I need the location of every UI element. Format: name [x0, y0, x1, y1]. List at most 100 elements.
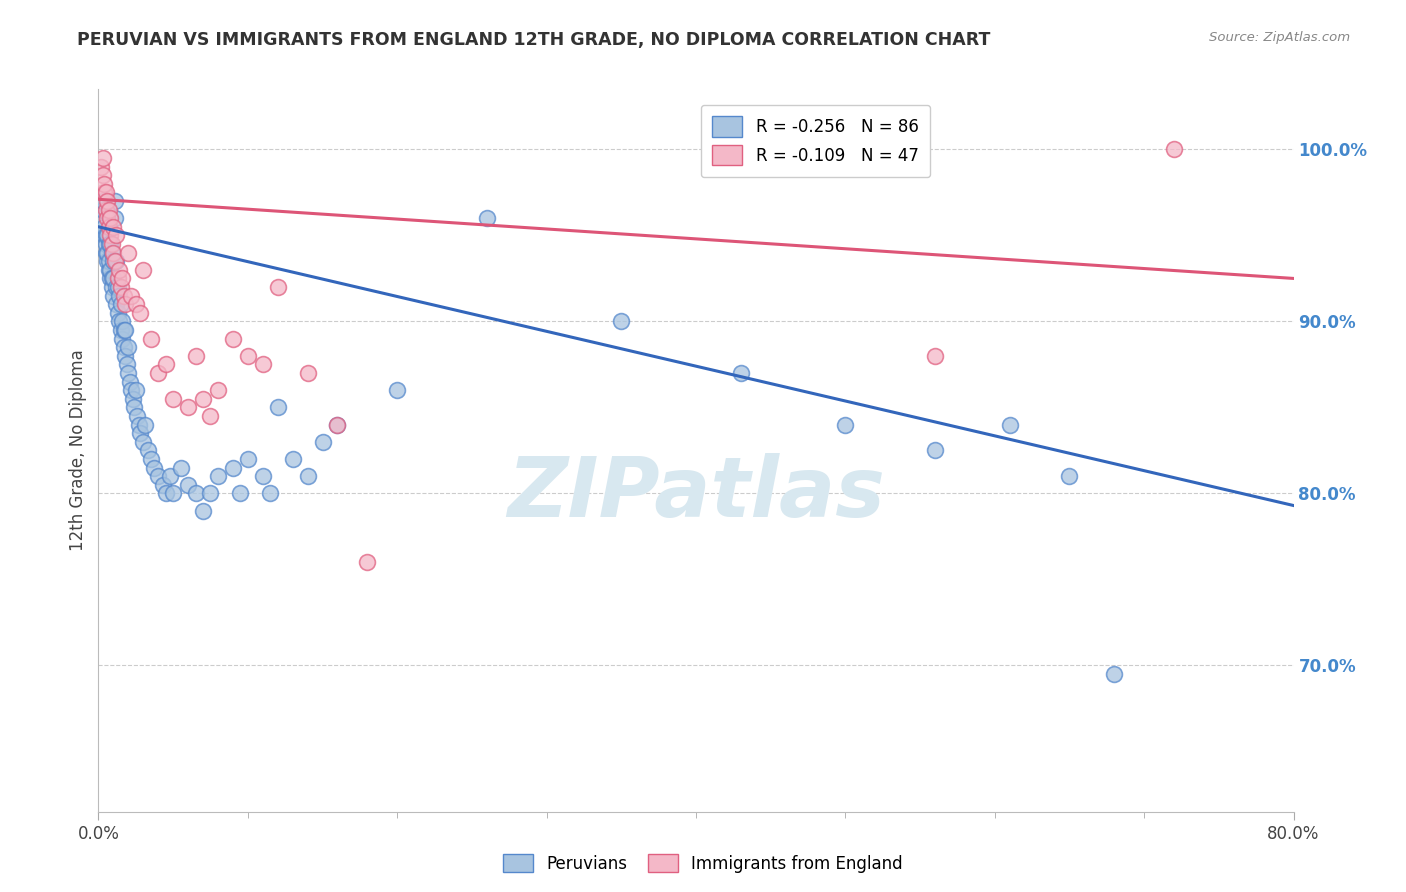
Point	[93, 228, 115, 243]
Point	[90, 160, 112, 174]
Point	[236, 452, 259, 467]
Point	[98, 228, 122, 243]
Point	[127, 409, 149, 423]
Point	[117, 245, 139, 260]
Point	[104, 194, 127, 208]
Point	[159, 469, 181, 483]
Point	[105, 228, 128, 243]
Point	[114, 323, 136, 337]
Point	[118, 375, 141, 389]
Point	[98, 211, 122, 226]
Point	[267, 401, 290, 415]
Point	[111, 332, 134, 346]
Point	[152, 478, 174, 492]
Point	[94, 245, 117, 260]
Point	[259, 486, 281, 500]
Point	[97, 254, 120, 268]
Point	[128, 417, 150, 432]
Point	[834, 417, 856, 432]
Point	[148, 366, 170, 380]
Point	[924, 349, 946, 363]
Point	[108, 262, 131, 277]
Point	[98, 271, 122, 285]
Point	[103, 288, 125, 302]
Point	[191, 392, 214, 406]
Point	[105, 280, 128, 294]
Point	[91, 194, 114, 208]
Point	[108, 314, 131, 328]
Point	[148, 469, 170, 483]
Point	[169, 460, 191, 475]
Point	[94, 202, 117, 217]
Point	[110, 280, 132, 294]
Point	[252, 469, 274, 483]
Point	[297, 469, 319, 483]
Point	[91, 168, 114, 182]
Point	[1163, 142, 1185, 156]
Point	[94, 237, 117, 252]
Point	[104, 254, 127, 268]
Point	[111, 271, 134, 285]
Point	[730, 366, 752, 380]
Point	[98, 262, 122, 277]
Point	[97, 262, 120, 277]
Point	[184, 349, 207, 363]
Point	[124, 401, 146, 415]
Point	[1104, 667, 1126, 681]
Point	[103, 254, 125, 268]
Legend: R = -0.256   N = 86, R = -0.109   N = 47: R = -0.256 N = 86, R = -0.109 N = 47	[700, 104, 931, 178]
Point	[96, 194, 118, 208]
Text: PERUVIAN VS IMMIGRANTS FROM ENGLAND 12TH GRADE, NO DIPLOMA CORRELATION CHART: PERUVIAN VS IMMIGRANTS FROM ENGLAND 12TH…	[77, 31, 991, 49]
Point	[610, 314, 633, 328]
Point	[155, 486, 177, 500]
Point	[93, 219, 115, 234]
Point	[162, 392, 184, 406]
Point	[107, 271, 129, 285]
Point	[96, 245, 118, 260]
Point	[101, 280, 124, 294]
Point	[1059, 469, 1081, 483]
Point	[326, 417, 349, 432]
Point	[96, 211, 118, 226]
Point	[132, 434, 155, 449]
Point	[97, 237, 120, 252]
Point	[177, 401, 200, 415]
Point	[96, 228, 118, 243]
Point	[93, 177, 115, 191]
Text: ZIPatlas: ZIPatlas	[508, 453, 884, 534]
Point	[112, 340, 135, 354]
Point	[101, 245, 124, 260]
Point	[117, 366, 139, 380]
Point	[91, 202, 114, 217]
Point	[385, 384, 409, 398]
Point	[236, 349, 259, 363]
Point	[207, 384, 229, 398]
Point	[112, 323, 135, 337]
Point	[111, 314, 134, 328]
Point	[103, 219, 125, 234]
Point	[139, 332, 162, 346]
Point	[207, 469, 229, 483]
Y-axis label: 12th Grade, No Diploma: 12th Grade, No Diploma	[69, 350, 87, 551]
Text: Source: ZipAtlas.com: Source: ZipAtlas.com	[1209, 31, 1350, 45]
Point	[94, 186, 117, 200]
Point	[125, 297, 148, 311]
Point	[120, 288, 142, 302]
Point	[105, 297, 128, 311]
Point	[129, 306, 152, 320]
Point	[115, 358, 138, 372]
Point	[177, 478, 200, 492]
Point	[200, 409, 222, 423]
Point	[155, 358, 177, 372]
Point	[93, 186, 115, 200]
Point	[112, 288, 135, 302]
Point	[107, 306, 129, 320]
Point	[125, 384, 148, 398]
Point	[142, 460, 165, 475]
Point	[222, 332, 245, 346]
Point	[104, 211, 127, 226]
Point	[297, 366, 319, 380]
Point	[998, 417, 1021, 432]
Point	[121, 392, 143, 406]
Point	[117, 340, 139, 354]
